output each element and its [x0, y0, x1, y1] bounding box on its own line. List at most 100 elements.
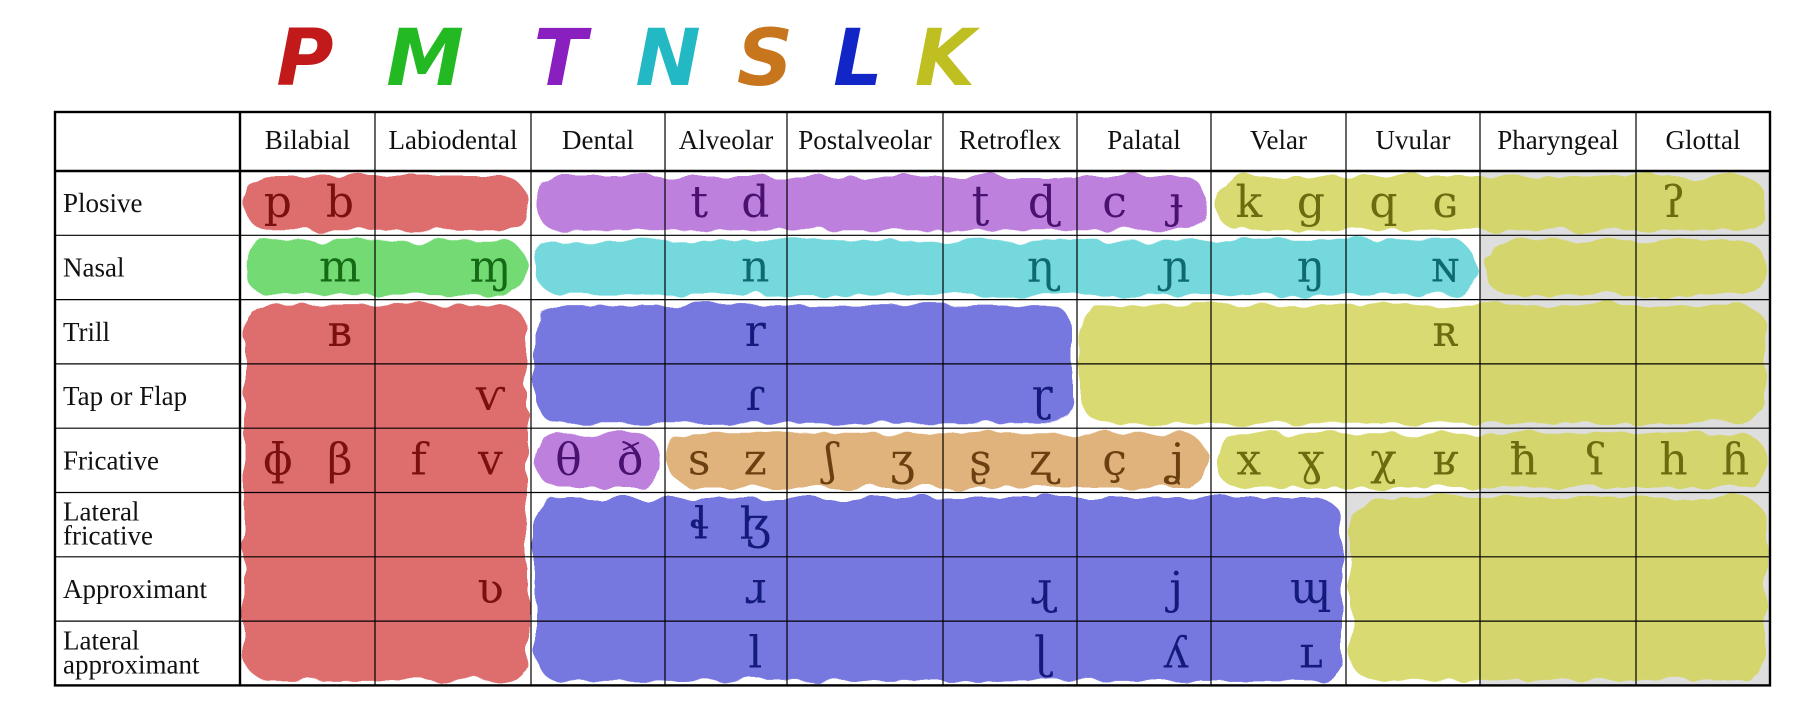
ipa-symbol: ɹ [744, 563, 766, 614]
ipa-symbol: b [326, 177, 354, 228]
key-letter-k: K [915, 14, 981, 104]
ipa-symbol: v [477, 434, 503, 485]
ipa-symbol: ʂ [969, 434, 992, 485]
ipa-symbol: ɻ [1030, 563, 1057, 614]
ipa-symbol: ɬ [689, 499, 709, 550]
ipa-symbol: ɭ [1034, 627, 1053, 678]
row-label: fricative [63, 521, 153, 551]
key-letter-p: P [276, 14, 333, 104]
highlight-region-k [1215, 433, 1766, 488]
row-label: Trill [63, 317, 110, 347]
ipa-symbol: ɱ [470, 241, 512, 292]
column-headers: Bilabial Labiodental Dental Alveolar Postalv… [265, 125, 1741, 155]
ipa-symbol: ʎ [1163, 627, 1189, 678]
ipa-symbol: z [744, 434, 767, 485]
column-header-dental: Dental [562, 125, 634, 155]
column-header-alveolar: Alveolar [679, 125, 773, 155]
highlight-region-k [1484, 240, 1766, 295]
row-labels: Plosive Nasal Trill Tap or Flap Fricative Lat… [63, 188, 207, 679]
column-header-postalveolar: Postalveolar [798, 125, 931, 155]
row-label: Lateral [63, 625, 139, 655]
ipa-symbol: d [741, 177, 769, 228]
column-header-labiodental: Labiodental [389, 125, 518, 155]
ipa-symbol: p [264, 177, 292, 228]
row-label: approximant [63, 649, 200, 679]
ipa-symbol: s [688, 434, 711, 485]
column-header-velar: Velar [1250, 125, 1307, 155]
highlight-region-n [535, 240, 1476, 295]
ipa-symbol: ɸ [263, 434, 293, 485]
highlight-region-k [1350, 497, 1766, 681]
ipa-symbol: ɴ [1431, 241, 1459, 292]
ipa-symbols: p b t d ʈ ɖ c ɟ k g q ɢ ʔm ɱ n ɳ ɲ ŋ ɴʙ r ʀⱱ ɾ ɽɸ β f v θ ð s z ʃ ʒ ʂ ʐ ç ʝ… [263, 177, 1750, 678]
ipa-symbol: ɰ [1290, 563, 1332, 614]
ipa-symbol: ç [1102, 434, 1127, 485]
column-header-retroflex: Retroflex [959, 125, 1061, 155]
key-letter-s: S [737, 14, 793, 104]
ipa-symbol: ɖ [1028, 177, 1061, 228]
ipa-symbol: ʕ [1584, 434, 1608, 485]
ipa-symbol: χ [1370, 434, 1397, 485]
ipa-symbol: ʁ [1432, 434, 1458, 485]
ipa-symbol: f [411, 434, 430, 485]
ipa-symbol: j [1164, 563, 1183, 614]
ipa-symbol: l [748, 627, 762, 678]
ipa-symbol: k [1235, 177, 1262, 228]
highlight-region-p [244, 176, 527, 231]
ipa-symbol: c [1102, 177, 1127, 228]
ipa-symbol: ŋ [1297, 241, 1325, 292]
column-header-palatal: Palatal [1107, 125, 1180, 155]
ipa-symbol: ⱱ [475, 370, 506, 421]
ipa-symbol: ɣ [1298, 434, 1324, 485]
column-header-uvular: Uvular [1376, 125, 1451, 155]
column-header-pharyngeal: Pharyngeal [1497, 125, 1618, 155]
ipa-symbol: r [745, 306, 767, 357]
highlight-region-t [535, 433, 661, 488]
row-label: Lateral [63, 497, 139, 527]
highlight-region-l [535, 497, 1342, 681]
ipa-symbol: ʝ [1163, 434, 1184, 485]
ipa-symbol: θ [555, 434, 582, 485]
ipa-symbol: ɾ [745, 370, 765, 421]
ipa-symbol: β [327, 434, 352, 485]
ipa-symbol: h [1659, 434, 1687, 485]
key-letter-t: T [533, 14, 592, 104]
ipa-symbol: ɮ [740, 499, 771, 550]
ipa-symbol: x [1236, 434, 1261, 485]
ipa-symbol: ʈ [972, 177, 990, 228]
ipa-symbol: ʋ [477, 563, 504, 614]
ipa-symbol: ɢ [1432, 177, 1458, 228]
ipa-symbol: ɟ [1164, 177, 1183, 228]
row-label: Approximant [63, 574, 207, 604]
chart-border [53, 110, 1772, 687]
highlight-region-k [1215, 176, 1766, 231]
ipa-symbol: ʀ [1432, 306, 1458, 357]
ipa-symbol: ʔ [1662, 177, 1686, 228]
row-label: Nasal [63, 252, 124, 282]
ipa-symbol: ɽ [1032, 370, 1054, 421]
ipa-symbol: m [319, 241, 361, 292]
ipa-symbol: q [1369, 177, 1397, 228]
ipa-symbol: ʟ [1299, 627, 1323, 678]
ipa-symbol: ð [617, 434, 644, 485]
key-letter-m: M [386, 14, 464, 104]
ipa-symbol: t [690, 177, 708, 228]
key-letter-l: L [833, 14, 883, 104]
highlight-region-t [535, 176, 1207, 231]
ipa-symbol: ʒ [890, 434, 915, 485]
ipa-symbol: ʃ [820, 434, 840, 485]
column-header-glottal: Glottal [1666, 125, 1741, 155]
ipa-symbol: g [1297, 177, 1325, 228]
ipa-symbol: ħ [1510, 434, 1538, 485]
key-letter-n: N [635, 14, 700, 104]
highlight-region-s [669, 433, 1207, 488]
ipa-symbol: ɳ [1027, 241, 1061, 292]
column-header-bilabial: Bilabial [265, 125, 350, 155]
row-label: Plosive [63, 188, 143, 218]
ipa-symbol: ɲ [1157, 241, 1190, 292]
ipa-symbol: ʙ [328, 306, 353, 357]
ipa-symbol: ɦ [1721, 434, 1749, 485]
ipa-symbol: n [741, 241, 769, 292]
